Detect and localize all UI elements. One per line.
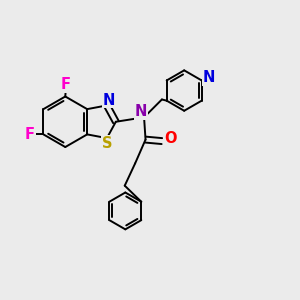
Text: N: N bbox=[135, 104, 147, 119]
Text: N: N bbox=[103, 93, 115, 108]
Text: S: S bbox=[102, 136, 112, 151]
Text: O: O bbox=[164, 131, 176, 146]
Text: F: F bbox=[25, 127, 35, 142]
Text: F: F bbox=[61, 77, 71, 92]
Text: N: N bbox=[203, 70, 215, 85]
